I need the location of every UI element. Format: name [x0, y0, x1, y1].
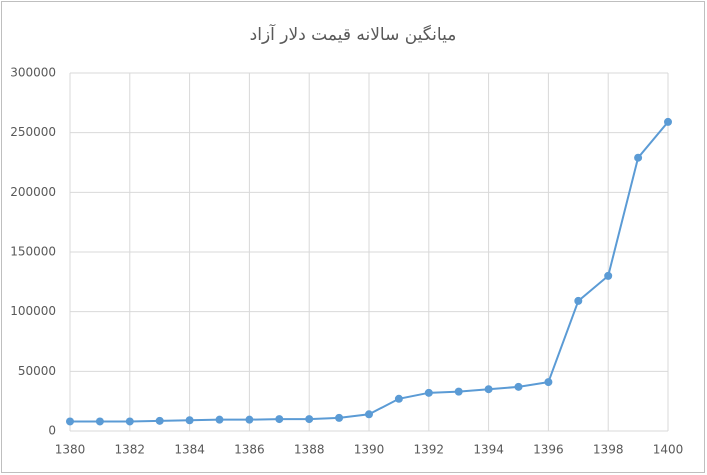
marker	[574, 296, 583, 305]
x-tick-label: 1398	[593, 443, 624, 457]
x-tick-label: 1400	[653, 443, 684, 457]
marker	[275, 415, 284, 424]
x-tick-label: 1384	[174, 443, 205, 457]
marker	[604, 271, 613, 280]
x-tick-label: 1392	[414, 443, 445, 457]
y-tick-label: 50000	[18, 364, 56, 378]
marker	[215, 415, 224, 424]
marker	[484, 385, 493, 394]
marker	[66, 417, 74, 426]
marker	[544, 378, 553, 387]
marker	[155, 416, 164, 425]
marker	[335, 413, 344, 422]
marker	[245, 415, 254, 424]
x-tick-label: 1382	[115, 443, 146, 457]
marker	[514, 382, 523, 391]
y-tick-label: 0	[48, 424, 56, 438]
marker	[394, 394, 403, 403]
x-tick-label: 1380	[55, 443, 86, 457]
marker	[424, 388, 433, 397]
marker	[634, 153, 643, 162]
marker	[365, 410, 373, 419]
x-tick-label: 1386	[234, 443, 265, 457]
marker	[185, 416, 194, 425]
marker	[454, 387, 463, 396]
marker	[664, 117, 672, 126]
y-tick-label: 200000	[10, 185, 56, 199]
y-tick-label: 250000	[10, 125, 56, 139]
marker	[305, 415, 314, 424]
y-tick-label: 100000	[10, 304, 56, 318]
x-tick-label: 1396	[533, 443, 564, 457]
x-tick-label: 1390	[354, 443, 385, 457]
y-tick-label: 150000	[10, 245, 56, 259]
chart-title: میانگین سالانه قیمت دلار آزاد	[250, 23, 457, 45]
y-tick-label: 300000	[10, 66, 56, 80]
x-tick-label: 1394	[473, 443, 504, 457]
marker	[95, 417, 104, 426]
x-tick-label: 1388	[294, 443, 325, 457]
marker	[125, 417, 134, 426]
